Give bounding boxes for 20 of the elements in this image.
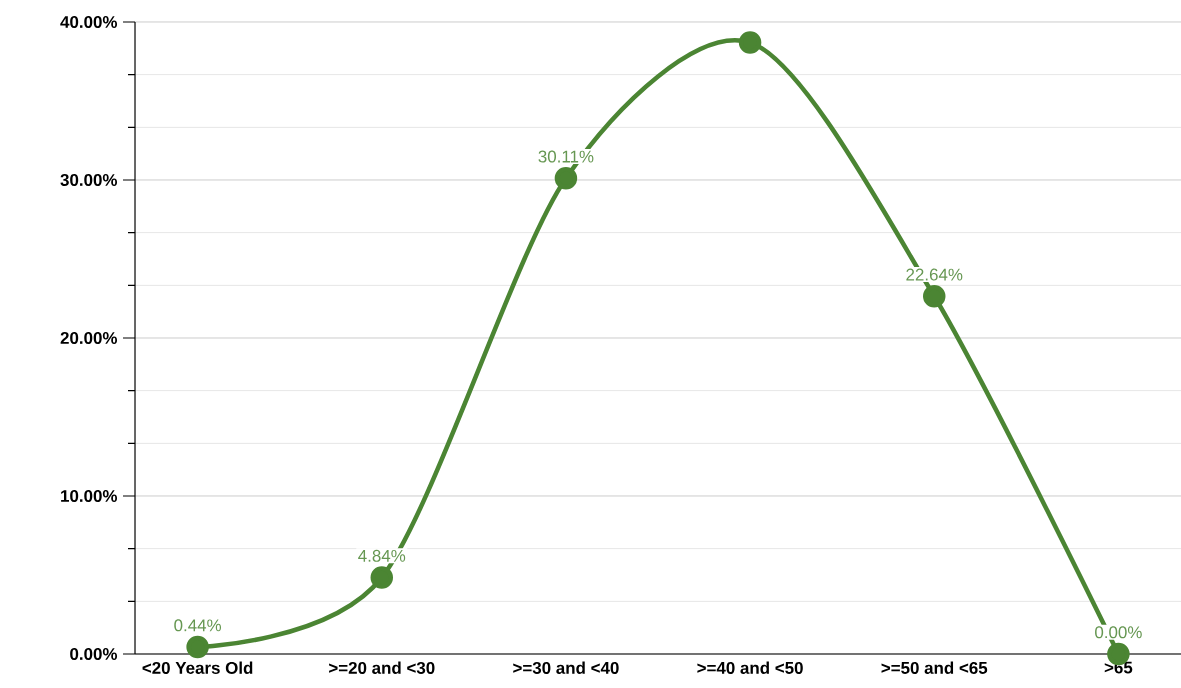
point — [922, 285, 946, 308]
data-label: 30.11% — [538, 150, 594, 163]
x-tick-label: >=40 and <50 — [697, 661, 803, 674]
x-tick-label: <20 Years Old — [142, 661, 253, 674]
y-tick-label: 20.00% — [60, 331, 118, 344]
y-tick-label: 30.00% — [60, 173, 118, 186]
x-tick-label: >=30 and <40 — [513, 661, 619, 674]
x-tick-label: >=50 and <65 — [881, 661, 988, 674]
point — [186, 635, 209, 659]
data-label: 0.44% — [174, 619, 222, 632]
point — [738, 31, 762, 54]
y-tick-label: 10.00% — [61, 489, 118, 502]
y-tick-label: 40.00% — [60, 15, 118, 28]
y-tick-label: 0.00% — [70, 647, 118, 660]
point — [554, 166, 578, 190]
data-label: 4.84% — [358, 549, 406, 562]
data-label: 22.64% — [906, 268, 963, 281]
x-tick-label: >=20 and <30 — [329, 661, 435, 674]
point — [370, 566, 394, 589]
data-label: 0.00% — [1095, 626, 1142, 639]
